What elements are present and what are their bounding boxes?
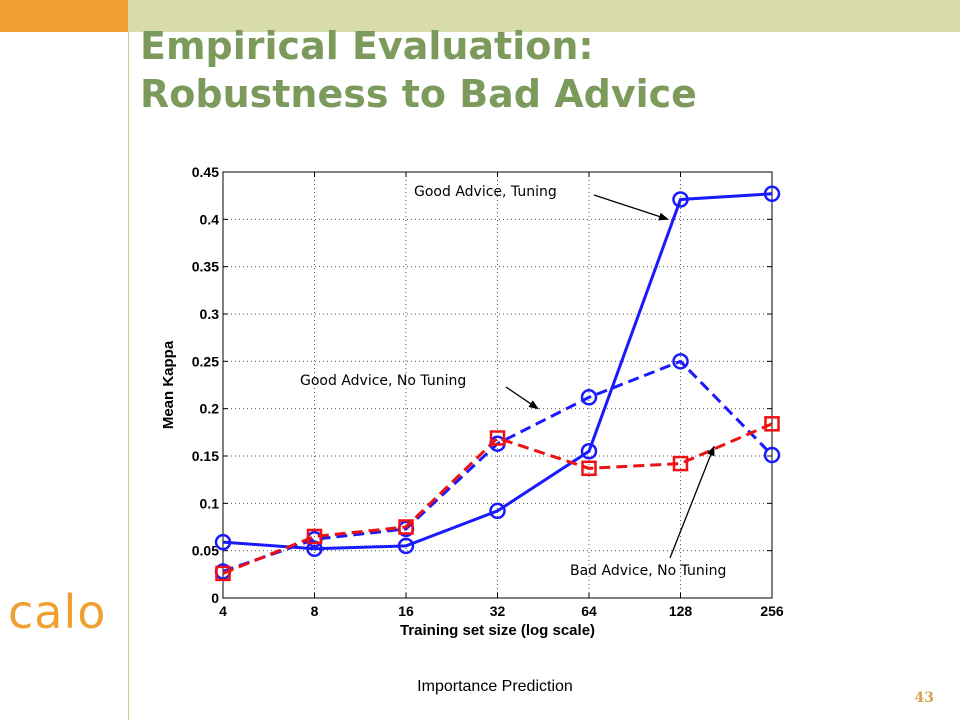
left-divider: [128, 32, 129, 720]
annotation-arrow: [593, 194, 669, 221]
x-tick-label: 128: [669, 603, 693, 619]
y-tick-label: 0.4: [200, 211, 220, 227]
y-axis-label: Mean Kappa: [160, 340, 177, 429]
title-line-2: Robustness to Bad Advice: [140, 72, 697, 116]
x-tick-label: 64: [581, 603, 597, 619]
data-point: [489, 430, 506, 446]
data-point: [580, 443, 598, 460]
annotation-label: Good Advice, No Tuning: [300, 373, 466, 389]
data-point: [489, 502, 506, 520]
annotation-arrow: [505, 386, 539, 410]
data-point: [214, 533, 232, 551]
y-tick-label: 0: [211, 590, 219, 606]
y-tick-label: 0.3: [200, 306, 220, 322]
series-3: [215, 416, 780, 582]
annotation-label: Good Advice, Tuning: [414, 184, 557, 200]
header-accent-block: [0, 0, 128, 32]
data-point: [763, 446, 781, 464]
x-tick-label: 32: [490, 603, 506, 619]
y-tick-label: 0.35: [192, 259, 219, 275]
data-point: [672, 353, 689, 370]
data-point: [672, 191, 689, 208]
slide-caption: Importance Prediction: [417, 678, 573, 695]
data-point: [672, 455, 689, 472]
header-band: [128, 0, 960, 32]
title-line-1: Empirical Evaluation:: [140, 24, 594, 68]
y-tick-label: 0.05: [192, 543, 219, 559]
calo-logo: calo: [8, 585, 107, 639]
y-tick-label: 0.25: [192, 353, 219, 369]
x-tick-label: 4: [219, 603, 227, 619]
page-number: 43: [914, 690, 934, 706]
slide-title: Empirical Evaluation: Robustness to Bad …: [140, 22, 697, 118]
series-line: [222, 192, 773, 551]
x-tick-label: 256: [760, 603, 784, 619]
series-1: [214, 185, 781, 558]
x-axis-label: Training set size (log scale): [400, 622, 595, 639]
y-tick-label: 0.2: [200, 401, 220, 417]
y-tick-label: 0.15: [192, 448, 219, 464]
data-point: [397, 537, 415, 555]
data-point: [764, 416, 780, 432]
x-tick-label: 8: [311, 603, 319, 619]
y-tick-label: 0.45: [192, 164, 219, 180]
x-tick-label: 16: [398, 603, 414, 619]
data-point: [398, 519, 414, 535]
annotation-arrow: [669, 445, 715, 559]
data-point: [306, 528, 323, 545]
annotation-label: Bad Advice, No Tuning: [570, 563, 726, 579]
line-chart: 0 0.05 0.1 0.15 0.2 0.25 0.3 0.35 0.4 0.45 4 8 16 32 6…: [160, 164, 784, 639]
data-point: [580, 389, 598, 406]
data-point: [581, 460, 597, 477]
data-point: [215, 565, 231, 582]
y-tick-label: 0.1: [200, 495, 220, 511]
data-point: [763, 185, 781, 203]
